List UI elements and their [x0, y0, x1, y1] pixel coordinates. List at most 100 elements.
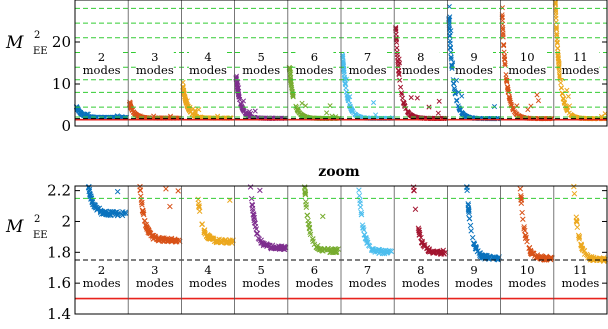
data-point — [247, 109, 253, 115]
data-point — [305, 217, 311, 224]
data-point — [252, 223, 259, 230]
data-point — [85, 111, 91, 117]
y-tick-label: 1.4 — [47, 305, 71, 323]
data-point — [109, 210, 116, 217]
group-label-number: 6 — [311, 50, 318, 64]
data-point — [554, 39, 560, 45]
data-point — [527, 248, 534, 255]
data-point — [345, 97, 351, 104]
data-point — [408, 95, 414, 101]
data-point — [266, 242, 273, 249]
data-point — [218, 239, 224, 246]
data-point — [526, 245, 532, 252]
group-label-number: 11 — [573, 263, 588, 277]
group-label-background — [189, 263, 227, 291]
group-label-unit: modes — [295, 276, 333, 290]
data-point — [557, 72, 563, 78]
data-point — [303, 202, 309, 208]
data-point — [168, 235, 175, 242]
group-label-unit: modes — [508, 276, 546, 290]
data-point — [422, 242, 428, 248]
data-point — [578, 241, 584, 248]
data-point — [345, 96, 351, 102]
data-point — [317, 246, 323, 252]
data-point — [538, 254, 545, 261]
data-point — [395, 61, 401, 68]
data-point — [256, 236, 262, 242]
data-point — [503, 72, 509, 78]
data-point — [419, 239, 425, 246]
group-label-number: 2 — [98, 50, 105, 64]
data-point — [404, 109, 411, 115]
data-point — [573, 218, 580, 225]
data-point — [576, 236, 582, 242]
group-label-number: 4 — [204, 263, 211, 277]
data-point — [402, 103, 408, 109]
data-point — [282, 244, 288, 251]
data-point — [479, 253, 485, 260]
data-point — [289, 84, 295, 90]
data-point — [500, 30, 506, 36]
group-label-background — [295, 263, 334, 291]
data-point — [524, 238, 530, 245]
top-group-separators — [127, 0, 555, 126]
group-label-unit: modes — [189, 63, 227, 77]
y-tick-label: 1.8 — [47, 243, 71, 261]
data-point — [446, 25, 452, 31]
group-label-number: 7 — [364, 50, 371, 64]
data-point — [571, 190, 578, 197]
data-point — [394, 45, 400, 51]
data-point — [223, 239, 230, 246]
data-point — [571, 183, 577, 190]
bottom-y-axis-label-sup: 2 — [34, 214, 40, 225]
data-point — [261, 241, 268, 247]
data-point — [319, 248, 326, 254]
group-label-number: 8 — [417, 263, 424, 277]
data-point — [302, 190, 309, 196]
data-point — [553, 15, 559, 21]
bottom-axes-frame — [74, 185, 608, 315]
data-point — [565, 108, 571, 114]
data-point — [86, 188, 93, 195]
group-label-background — [561, 263, 600, 291]
data-point — [175, 188, 181, 194]
group-label-background — [508, 263, 547, 291]
data-point — [139, 199, 145, 206]
data-point — [459, 110, 465, 117]
group-label-background — [455, 263, 493, 291]
data-point — [564, 87, 570, 93]
data-point — [237, 96, 243, 102]
data-point — [370, 247, 376, 254]
data-point — [136, 113, 142, 119]
data-point — [517, 114, 523, 120]
data-point — [288, 77, 294, 84]
group-label-number: 2 — [98, 263, 105, 277]
data-point — [363, 235, 369, 241]
group-label-unit: modes — [295, 63, 333, 77]
data-point — [278, 243, 285, 249]
group-label-unit: modes — [402, 276, 440, 290]
group-label-number: 9 — [470, 263, 477, 277]
data-point — [500, 34, 506, 40]
data-point — [486, 253, 493, 259]
data-point — [92, 202, 98, 208]
group-label-unit: modes — [136, 63, 174, 77]
data-point — [518, 200, 525, 206]
data-point — [553, 24, 559, 30]
data-point — [504, 77, 510, 83]
data-point — [302, 188, 308, 195]
data-point — [558, 85, 564, 91]
group-label-unit: modes — [349, 63, 387, 77]
data-point — [447, 45, 454, 51]
y-tick-label: 10 — [52, 75, 71, 93]
data-point — [555, 52, 561, 58]
data-point — [553, 19, 559, 25]
data-point — [174, 239, 180, 245]
data-point — [467, 222, 474, 229]
group-label-unit: modes — [83, 276, 121, 290]
data-point — [344, 92, 350, 98]
data-point — [195, 196, 201, 203]
data-point — [578, 242, 585, 249]
data-point — [251, 215, 257, 221]
data-point — [576, 234, 583, 240]
